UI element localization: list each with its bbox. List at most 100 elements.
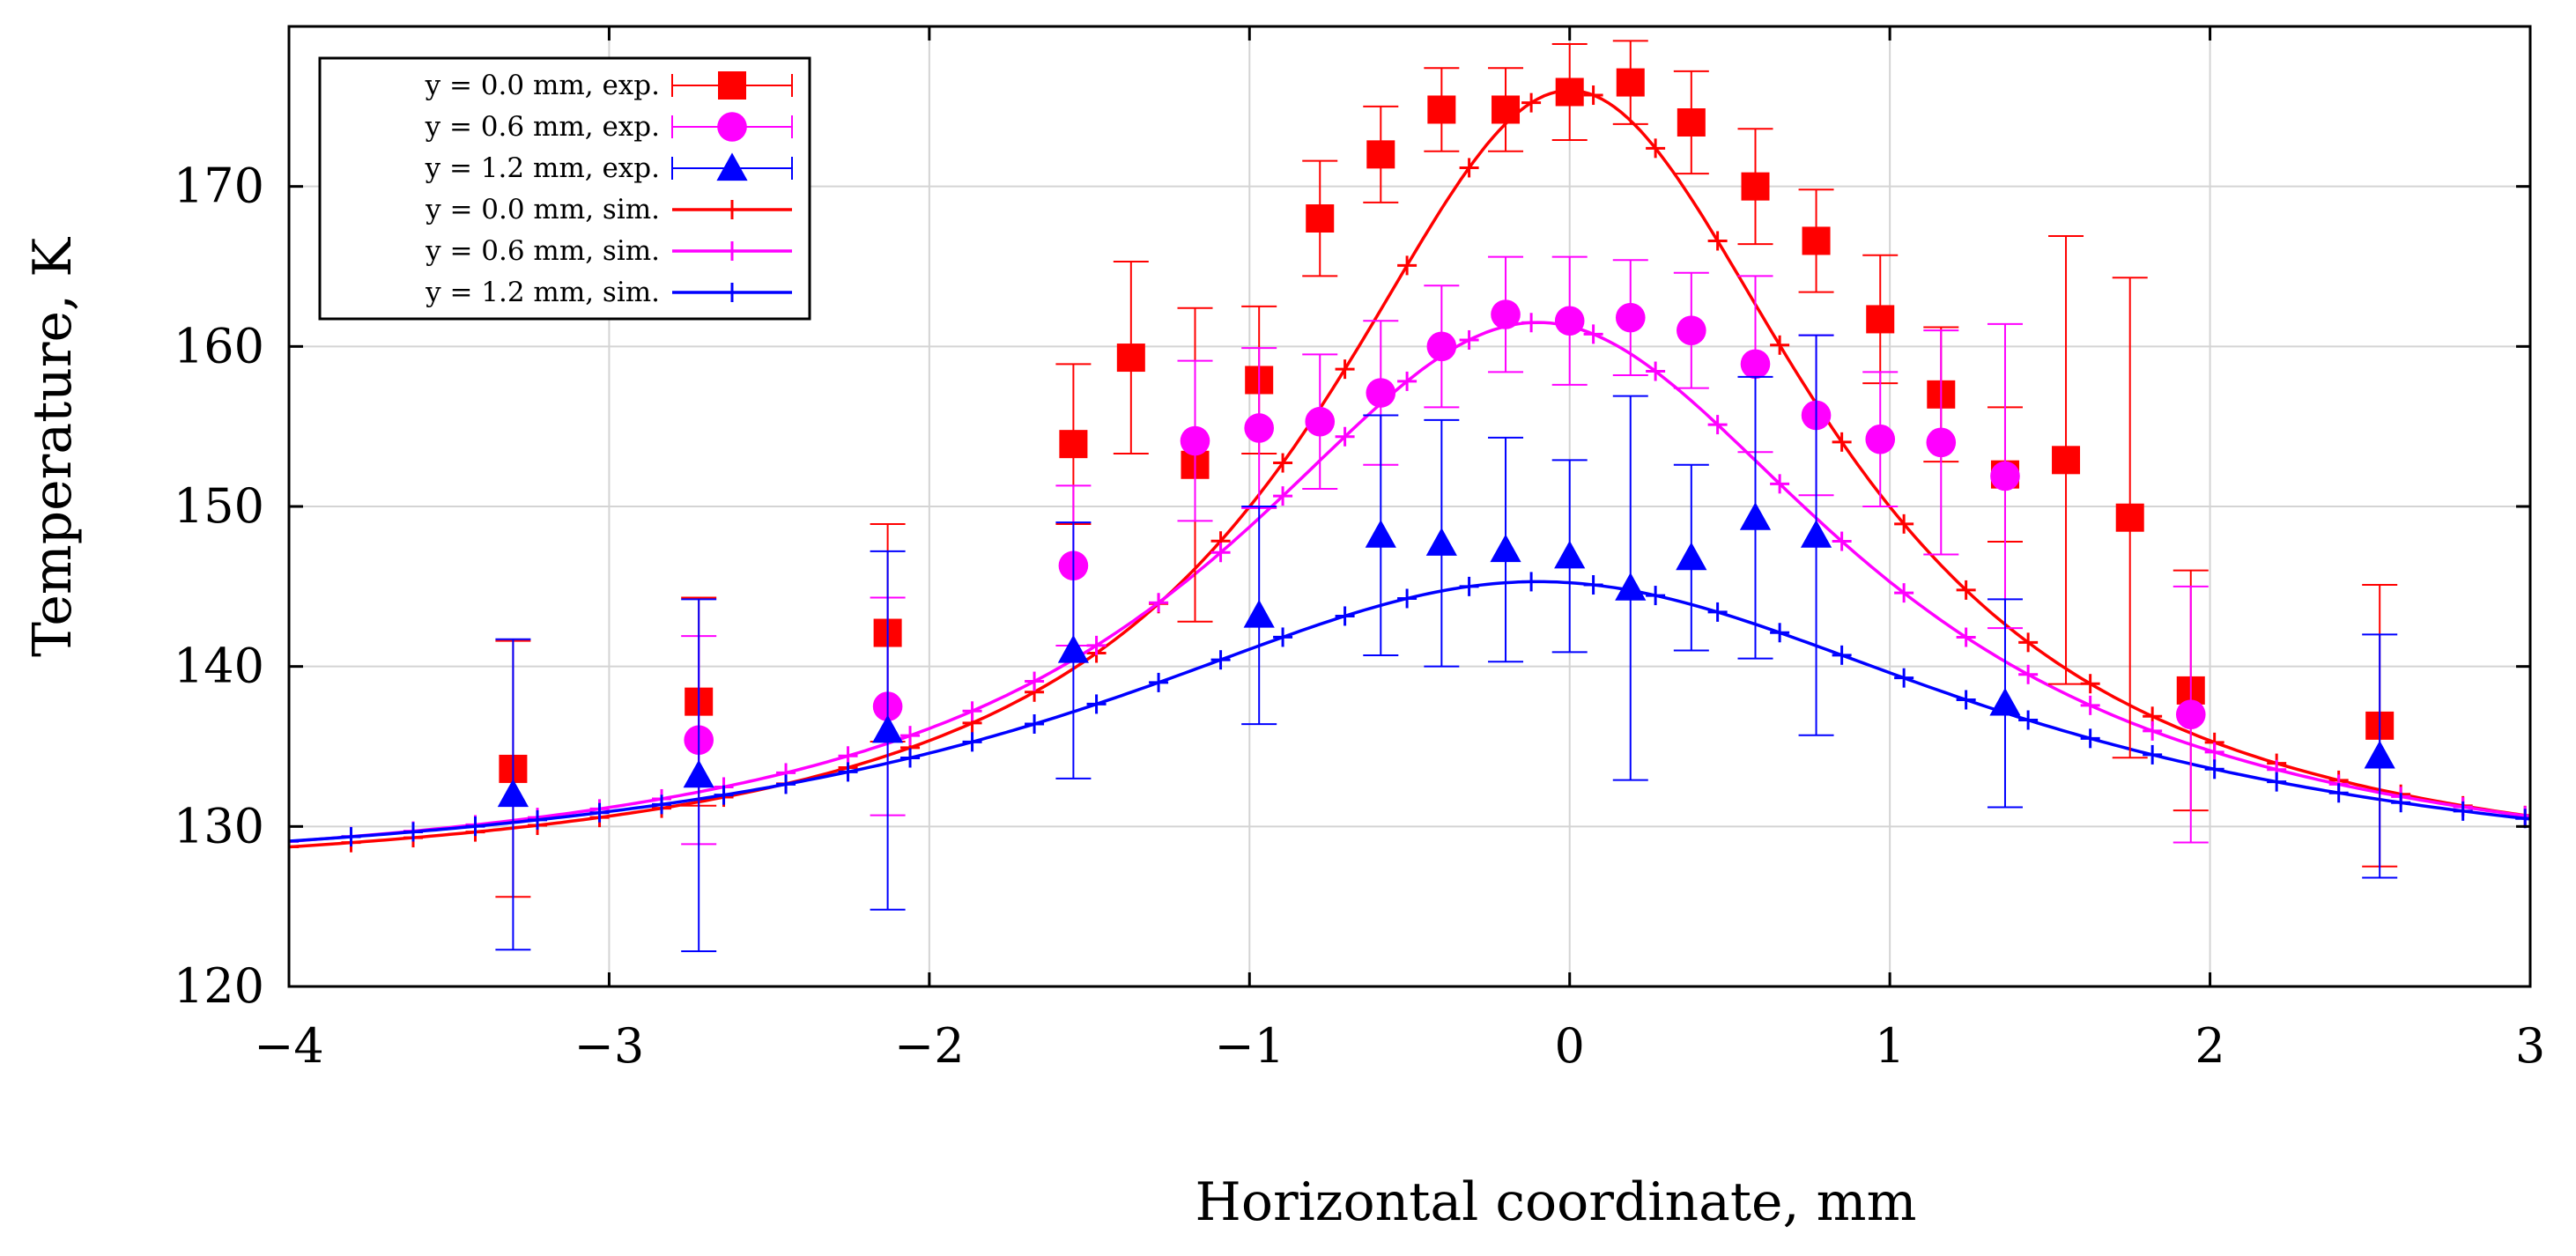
sim-point <box>962 732 982 752</box>
sim-point <box>652 794 672 815</box>
sim-point <box>1086 694 1107 714</box>
legend-label: y = 1.2 mm, exp. <box>425 152 660 184</box>
sim-point <box>1707 602 1728 622</box>
sim-point <box>528 809 548 830</box>
sim-point <box>1149 672 1169 692</box>
sim-point <box>1273 486 1293 506</box>
x-axis-title: Horizontal coordinate, mm <box>1195 1171 1917 1233</box>
sim-point <box>2080 674 2100 694</box>
legend-label: y = 0.6 mm, exp. <box>425 111 660 143</box>
sim-point <box>2018 664 2039 684</box>
exp-point <box>1057 634 1089 663</box>
plot-series <box>289 40 2530 953</box>
legend-swatch-marker <box>722 200 742 219</box>
sim-point <box>1335 426 1355 447</box>
sim-point <box>1583 85 1603 106</box>
exp-point <box>1490 534 1521 563</box>
exp-point <box>1305 406 1336 437</box>
exp-point <box>497 779 529 808</box>
legend: y = 0.0 mm, exp. y = 0.6 mm, exp. y = 1.2 … <box>318 56 811 321</box>
sim-point <box>2143 744 2163 765</box>
sim-point <box>776 774 796 794</box>
legend-swatch-marker <box>716 152 748 181</box>
sim-point <box>2018 710 2039 730</box>
sim-point <box>900 748 921 768</box>
sim-point <box>2143 720 2163 741</box>
sim-point <box>1210 650 1231 670</box>
sim-point <box>1646 586 1666 606</box>
sim-point <box>1397 588 1418 609</box>
sim-point <box>838 762 858 782</box>
exp-point <box>1865 424 1896 454</box>
x-tick-label: −4 <box>254 1018 324 1074</box>
sim-point <box>2391 793 2411 813</box>
y-tick-label: 160 <box>174 318 264 373</box>
exp-point <box>1615 573 1647 601</box>
sim-point <box>962 701 982 721</box>
sim-point <box>1335 606 1355 626</box>
sim-point <box>1646 138 1666 159</box>
sim-point <box>2204 759 2224 779</box>
exp-point <box>872 714 904 743</box>
sim-series-5 <box>289 572 2530 852</box>
exp-point <box>1677 108 1706 137</box>
x-tick-label: 1 <box>1875 1018 1905 1074</box>
sim-point <box>1273 627 1293 647</box>
legend-swatch-marker <box>722 283 742 302</box>
exp-point <box>2115 503 2144 532</box>
exp-point <box>1866 305 1895 334</box>
sim-point <box>1894 668 1914 688</box>
exp-point <box>1741 172 1770 201</box>
exp-point <box>2052 446 2081 475</box>
exp-point <box>2175 699 2206 729</box>
exp-point <box>1615 302 1646 333</box>
sim-point <box>1894 513 1914 534</box>
y-axis-title: Temperature, K <box>22 237 84 657</box>
sim-point <box>1397 371 1418 391</box>
sim-point <box>2453 801 2473 821</box>
y-tick-label: 120 <box>174 958 264 1014</box>
sim-point <box>1025 713 1045 734</box>
sim-point <box>1210 543 1231 563</box>
legend-label: y = 0.0 mm, exp. <box>425 70 660 101</box>
sim-point <box>2080 695 2100 715</box>
exp-point <box>1800 520 1832 548</box>
exp-point <box>683 759 714 788</box>
sim-point <box>1770 474 1790 494</box>
sim-point <box>1521 313 1542 333</box>
sim-point <box>1956 580 1976 600</box>
sim-point <box>465 816 485 837</box>
exp-point <box>1243 599 1275 628</box>
exp-point <box>1116 344 1145 373</box>
sim-point <box>1459 158 1479 178</box>
sim-point <box>1149 593 1169 613</box>
exp-point <box>1366 140 1395 169</box>
axis-ticks: −4 −3 −2 −1 0 1 2 3 120 130 140 150 160 170 <box>174 26 2545 1074</box>
sim-point <box>1459 329 1479 350</box>
exp-point <box>2364 740 2395 769</box>
exp-point <box>1554 306 1585 336</box>
sim-point <box>403 822 424 842</box>
exp-point <box>1990 461 2020 491</box>
exp-point <box>1802 226 1831 255</box>
exp-series-2 <box>495 334 2398 953</box>
legend-label: y = 1.2 mm, sim. <box>425 277 660 308</box>
x-tick-label: −1 <box>1214 1018 1284 1074</box>
exp-point <box>1491 299 1521 329</box>
sim-point <box>1273 453 1293 473</box>
x-tick-label: −3 <box>574 1018 645 1074</box>
exp-point <box>1425 528 1457 556</box>
exp-point <box>1426 331 1457 362</box>
exp-point <box>1989 687 2021 716</box>
sim-point <box>1646 361 1666 381</box>
sim-point <box>1894 583 1914 603</box>
exp-point <box>1616 68 1645 97</box>
x-tick-label: 2 <box>2195 1018 2224 1074</box>
exp-point <box>1366 378 1396 408</box>
exp-point <box>1926 427 1957 458</box>
exp-point <box>1555 78 1584 107</box>
sim-point <box>1832 432 1852 452</box>
legend-swatch-marker <box>722 241 742 261</box>
sim-point <box>714 785 734 805</box>
sim-point <box>2204 742 2224 762</box>
